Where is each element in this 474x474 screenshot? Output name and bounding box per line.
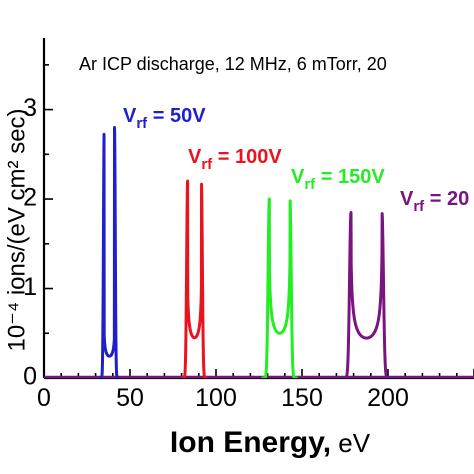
series-line-3 — [340, 210, 393, 378]
y-tick-label: 1 — [23, 273, 37, 301]
series-label-2: Vrf = 150V — [291, 166, 385, 193]
y-tick-label: 3 — [23, 94, 37, 122]
y-tick-label: 2 — [23, 184, 37, 212]
x-tick-label: 100 — [195, 384, 237, 412]
y-tick-label: 0 — [23, 363, 37, 391]
chart-annotation: Ar ICP discharge, 12 MHz, 6 mTorr, 20 — [79, 54, 387, 74]
plot-area: 0 50 100 150 200 0 1 2 3 Vrf = 50V Vrf = 100V Vrf =… — [23, 38, 474, 412]
y-axis-title: 10⁻⁴ ions/(eV cm² sec) — [3, 108, 30, 351]
x-tick-label: 50 — [116, 384, 144, 412]
x-tick-label: 200 — [367, 384, 409, 412]
x-tick-label: 150 — [281, 384, 323, 412]
x-axis-title-unit: eV — [331, 428, 371, 458]
x-axis-title: Ion Energy, eV — [170, 426, 371, 459]
series-line-1 — [179, 179, 210, 378]
x-axis-title-bold: Ion Energy, — [170, 426, 331, 459]
series-label-1: Vrf = 100V — [188, 146, 282, 173]
series-line-0 — [97, 125, 121, 378]
x-tick-label: 0 — [37, 384, 51, 412]
series-label-3: Vrf = 20 — [400, 188, 469, 215]
series-label-0: Vrf = 50V — [123, 105, 206, 132]
series-line-2 — [260, 197, 300, 378]
